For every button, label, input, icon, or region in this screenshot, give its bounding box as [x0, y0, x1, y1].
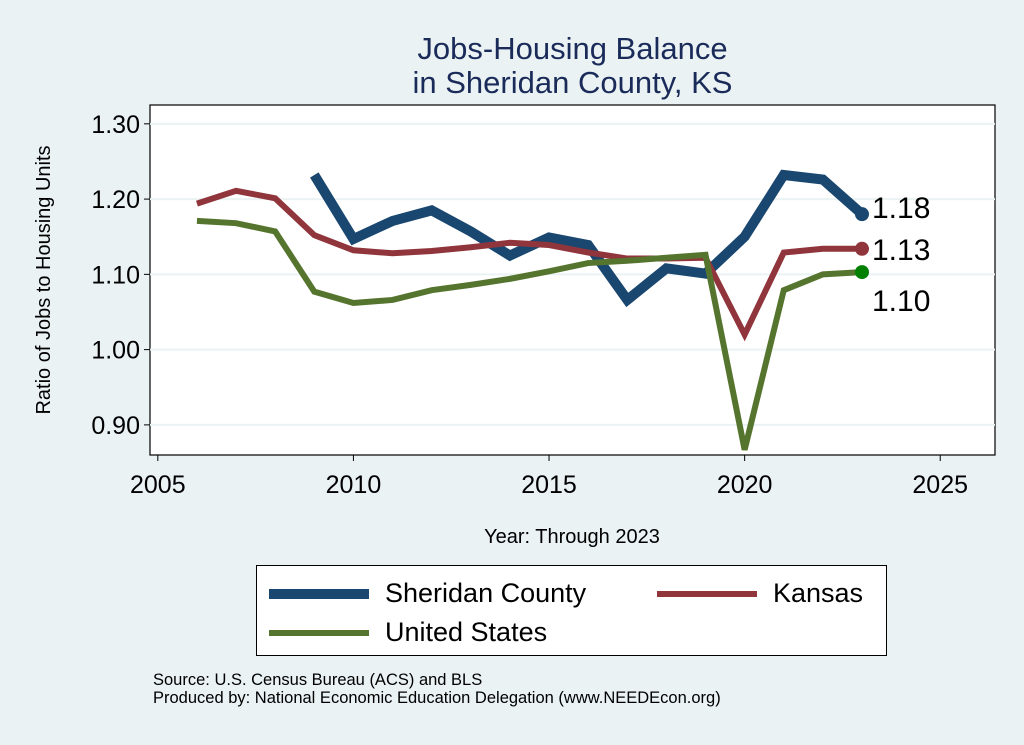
- y-tick-label: 1.00: [91, 337, 140, 365]
- plot-background: [149, 104, 996, 456]
- x-tick-label: 2010: [326, 471, 382, 499]
- legend-label-us: United States: [385, 617, 548, 647]
- x-tick-label: 2025: [912, 471, 968, 499]
- legend-swatch-us: [269, 629, 369, 636]
- y-tick-label: 1.10: [91, 261, 140, 289]
- x-tick-label: 2020: [717, 471, 773, 499]
- legend-label-kansas: Kansas: [773, 578, 864, 608]
- x-tick-label: 2015: [521, 471, 577, 499]
- legend-item-sheridan: Sheridan County: [269, 578, 586, 609]
- series-end-marker: [854, 207, 869, 222]
- chart-title-line-2: in Sheridan County, KS: [412, 65, 733, 100]
- legend-label-sheridan: Sheridan County: [385, 578, 587, 608]
- y-axis-label: Ratio of Jobs to Housing Units: [33, 145, 55, 414]
- y-tick-label: 1.20: [91, 186, 140, 214]
- legend: Sheridan County Kansas United States: [256, 565, 887, 656]
- x-axis-label: Year: Through 2023: [484, 526, 660, 548]
- legend-swatch-kansas: [657, 590, 757, 597]
- chart-title-line-1: Jobs-Housing Balance: [417, 31, 728, 66]
- series-end-label: 1.13: [872, 234, 930, 267]
- series-end-marker: [854, 265, 869, 280]
- series-end-marker: [854, 241, 869, 256]
- series-end-label: 1.18: [872, 192, 930, 225]
- source-note: Source: U.S. Census Bureau (ACS) and BLS: [153, 671, 483, 689]
- series-line-sheridan-county: [310, 169, 866, 308]
- legend-item-kansas: Kansas: [657, 578, 863, 609]
- producer-note: Produced by: National Economic Education…: [153, 689, 721, 707]
- series-line-kansas: [196, 187, 862, 342]
- series-end-label: 1.10: [872, 285, 930, 318]
- series-line-united-states: [196, 217, 863, 451]
- legend-swatch-sheridan: [269, 588, 369, 599]
- legend-item-us: United States: [269, 617, 547, 648]
- x-tick-label: 2005: [130, 471, 186, 499]
- y-tick-label: 1.30: [91, 111, 140, 139]
- y-tick-label: 0.90: [91, 412, 140, 440]
